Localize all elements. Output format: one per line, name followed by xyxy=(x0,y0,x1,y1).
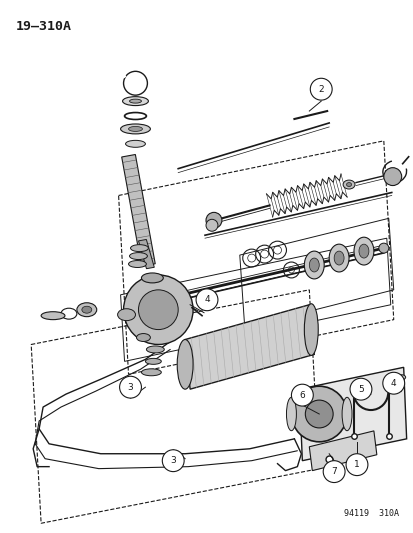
Ellipse shape xyxy=(129,99,141,103)
Ellipse shape xyxy=(397,375,405,379)
Ellipse shape xyxy=(141,369,161,376)
Circle shape xyxy=(291,384,313,406)
Circle shape xyxy=(345,454,367,475)
Circle shape xyxy=(305,400,332,428)
Circle shape xyxy=(382,372,404,394)
Polygon shape xyxy=(299,367,406,461)
Circle shape xyxy=(206,219,217,231)
Ellipse shape xyxy=(120,124,150,134)
Ellipse shape xyxy=(136,334,150,342)
Ellipse shape xyxy=(129,253,147,260)
Circle shape xyxy=(378,243,388,253)
Text: 5: 5 xyxy=(357,385,363,394)
Ellipse shape xyxy=(141,273,163,283)
Circle shape xyxy=(383,168,401,185)
Text: 4: 4 xyxy=(204,295,209,304)
Text: 3: 3 xyxy=(170,456,176,465)
Circle shape xyxy=(291,386,346,442)
Circle shape xyxy=(138,290,178,329)
Circle shape xyxy=(206,212,221,228)
Polygon shape xyxy=(185,305,313,389)
Ellipse shape xyxy=(353,237,373,265)
Ellipse shape xyxy=(346,183,351,187)
Ellipse shape xyxy=(333,251,343,265)
Text: 1: 1 xyxy=(353,460,359,469)
Ellipse shape xyxy=(128,126,142,132)
Circle shape xyxy=(123,275,192,344)
Ellipse shape xyxy=(304,304,318,356)
Ellipse shape xyxy=(177,340,192,389)
Text: 3: 3 xyxy=(127,383,133,392)
Ellipse shape xyxy=(125,140,145,147)
Ellipse shape xyxy=(122,96,148,106)
Polygon shape xyxy=(309,431,376,471)
Text: 19–310A: 19–310A xyxy=(15,20,71,33)
Ellipse shape xyxy=(328,244,348,272)
Text: 4: 4 xyxy=(390,379,396,387)
Ellipse shape xyxy=(128,261,146,268)
Ellipse shape xyxy=(309,258,318,272)
Text: 6: 6 xyxy=(299,391,304,400)
Circle shape xyxy=(349,378,371,400)
Ellipse shape xyxy=(341,397,351,431)
Polygon shape xyxy=(138,239,154,269)
Ellipse shape xyxy=(117,309,135,321)
Circle shape xyxy=(119,376,141,398)
Text: 2: 2 xyxy=(318,85,323,94)
Circle shape xyxy=(310,78,331,100)
Circle shape xyxy=(323,461,344,482)
Polygon shape xyxy=(121,155,155,266)
Ellipse shape xyxy=(146,346,164,353)
Ellipse shape xyxy=(82,306,92,313)
Ellipse shape xyxy=(286,397,296,431)
Circle shape xyxy=(196,289,217,311)
Text: 7: 7 xyxy=(330,467,336,476)
Ellipse shape xyxy=(41,312,65,320)
Ellipse shape xyxy=(77,303,97,317)
Ellipse shape xyxy=(130,245,148,252)
Ellipse shape xyxy=(145,358,161,365)
Text: 94119  310A: 94119 310A xyxy=(343,510,398,518)
Circle shape xyxy=(162,450,184,472)
Ellipse shape xyxy=(358,244,368,258)
Ellipse shape xyxy=(304,251,323,279)
Ellipse shape xyxy=(342,180,354,189)
